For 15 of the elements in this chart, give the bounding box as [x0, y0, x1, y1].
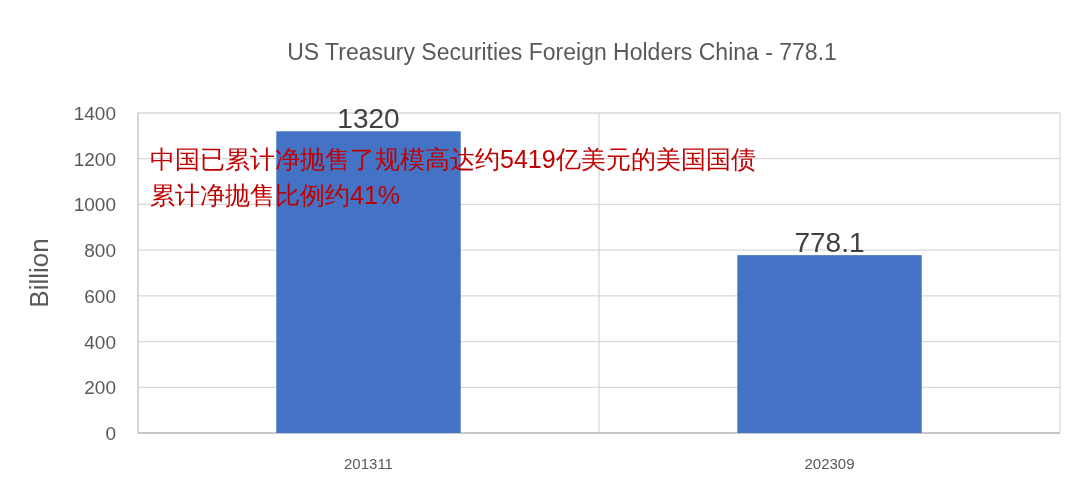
y-tick-label: 400: [84, 331, 116, 353]
x-tick-label: 201311: [344, 455, 393, 472]
annotation: 累计净抛售比例约41%: [150, 181, 401, 209]
y-tick-label: 0: [105, 423, 116, 444]
y-tick-label: 1400: [73, 103, 116, 124]
x-tick-label: 202309: [804, 455, 855, 472]
y-tick-label: 1000: [73, 194, 116, 216]
y-axis-title: Billion: [24, 238, 54, 308]
y-tick-label: 1200: [73, 148, 116, 170]
data-label: 1320: [337, 103, 400, 135]
chart-title: US Treasury Securities Foreign Holders China - 778.1: [287, 39, 837, 65]
data-label: 778.1: [794, 227, 865, 259]
y-tick-label: 600: [84, 285, 116, 307]
y-tick-label: 200: [84, 377, 116, 399]
y-tick-label: 800: [84, 240, 116, 262]
